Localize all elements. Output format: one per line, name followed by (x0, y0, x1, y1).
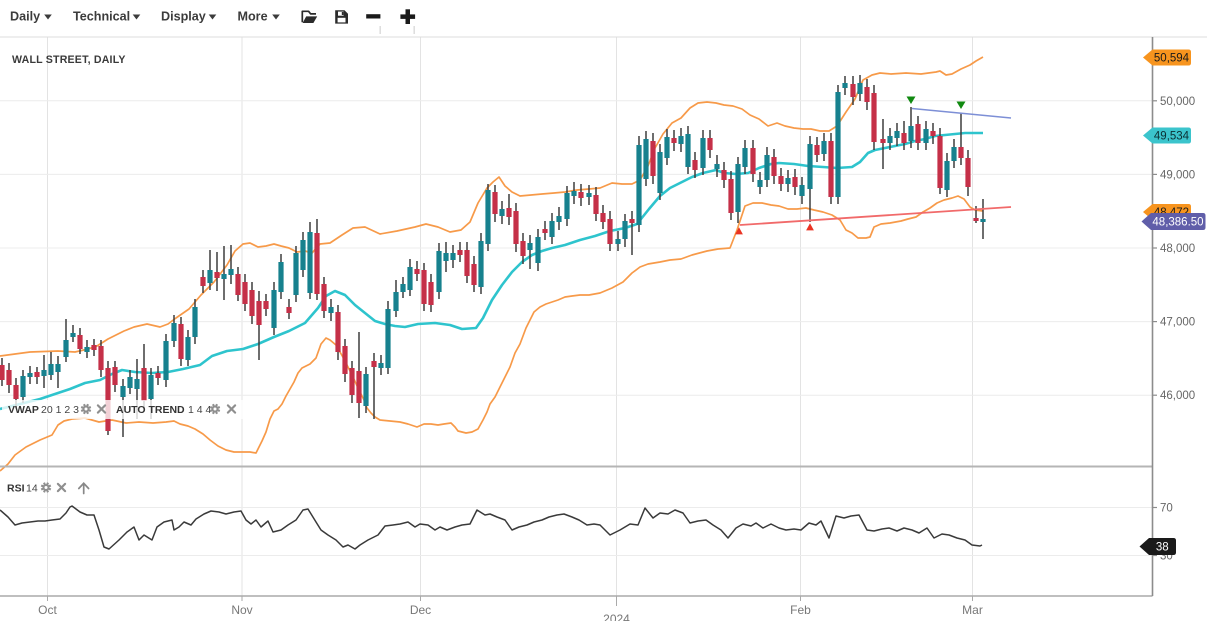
svg-text:50,594: 50,594 (1154, 53, 1190, 65)
svg-text:VWAP: VWAP (8, 404, 39, 416)
svg-text:Technical: Technical (73, 10, 130, 24)
svg-text:46,000: 46,000 (1160, 390, 1195, 402)
svg-text:1 4 4: 1 4 4 (188, 404, 212, 416)
svg-text:50,000: 50,000 (1160, 96, 1195, 108)
svg-text:20 1 2 3: 20 1 2 3 (41, 404, 79, 416)
svg-text:48,386.50: 48,386.50 (1152, 217, 1203, 229)
svg-text:2024: 2024 (603, 612, 630, 621)
svg-text:Display: Display (161, 10, 206, 24)
svg-text:AUTO TREND: AUTO TREND (116, 404, 185, 416)
svg-text:49,534: 49,534 (1154, 131, 1190, 143)
svg-text:Nov: Nov (231, 603, 252, 617)
svg-text:Oct: Oct (38, 603, 57, 617)
svg-text:Mar: Mar (962, 603, 983, 617)
svg-text:48,000: 48,000 (1160, 243, 1195, 255)
svg-text:47,000: 47,000 (1160, 317, 1195, 329)
svg-text:14: 14 (26, 483, 38, 495)
svg-text:RSI: RSI (7, 483, 25, 495)
svg-text:Dec: Dec (410, 603, 431, 617)
svg-text:49,000: 49,000 (1160, 169, 1195, 181)
svg-text:WALL STREET, DAILY: WALL STREET, DAILY (12, 54, 126, 66)
svg-text:More: More (238, 10, 268, 24)
svg-text:Feb: Feb (790, 603, 811, 617)
svg-text:Daily: Daily (10, 10, 40, 24)
svg-text:70: 70 (1160, 503, 1173, 515)
svg-text:38: 38 (1156, 542, 1169, 554)
